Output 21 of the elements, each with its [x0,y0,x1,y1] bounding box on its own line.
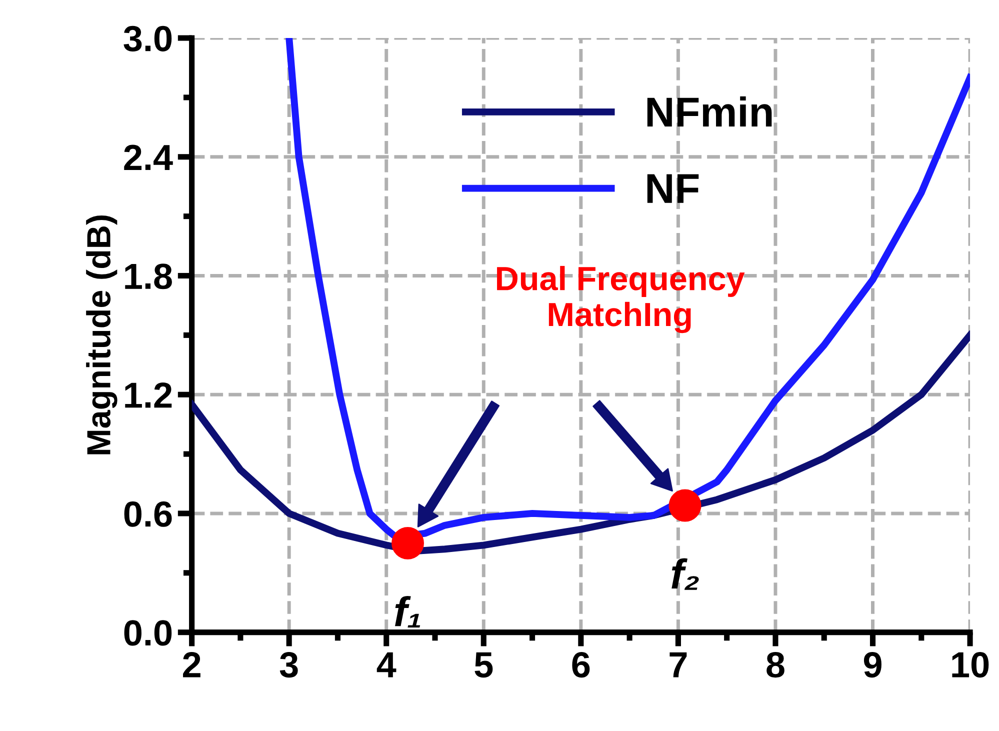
x-tick-label: 9 [864,652,882,678]
legend-label: NFmin [647,96,772,127]
y-tick-label: 2.4 [124,144,173,170]
y-tick-label: 1.8 [125,264,172,290]
x-tick-label: 8 [766,652,784,678]
legend-label: NF [647,174,699,203]
y-tick-label: 0.6 [124,501,172,527]
y-tick-label: 3.0 [124,26,172,52]
annotation: f₁ [394,596,420,628]
y-tick-label: 0.0 [124,620,172,646]
annotation: Dual Frequency MatchIng [497,266,745,334]
y-tick-label: 1.2 [125,382,172,408]
x-tick-label: 4 [376,652,396,678]
annotation: f₂ [672,558,699,590]
y-axis-title: Magnitude (dB) [86,216,118,454]
x-tick-label: 6 [572,652,590,678]
x-tick-label: 5 [474,652,493,678]
x-tick-label: 2 [183,652,200,678]
x-tick-label: 3 [280,652,298,678]
x-tick-label: 7 [670,652,687,678]
x-tick-label: 10 [952,652,989,678]
